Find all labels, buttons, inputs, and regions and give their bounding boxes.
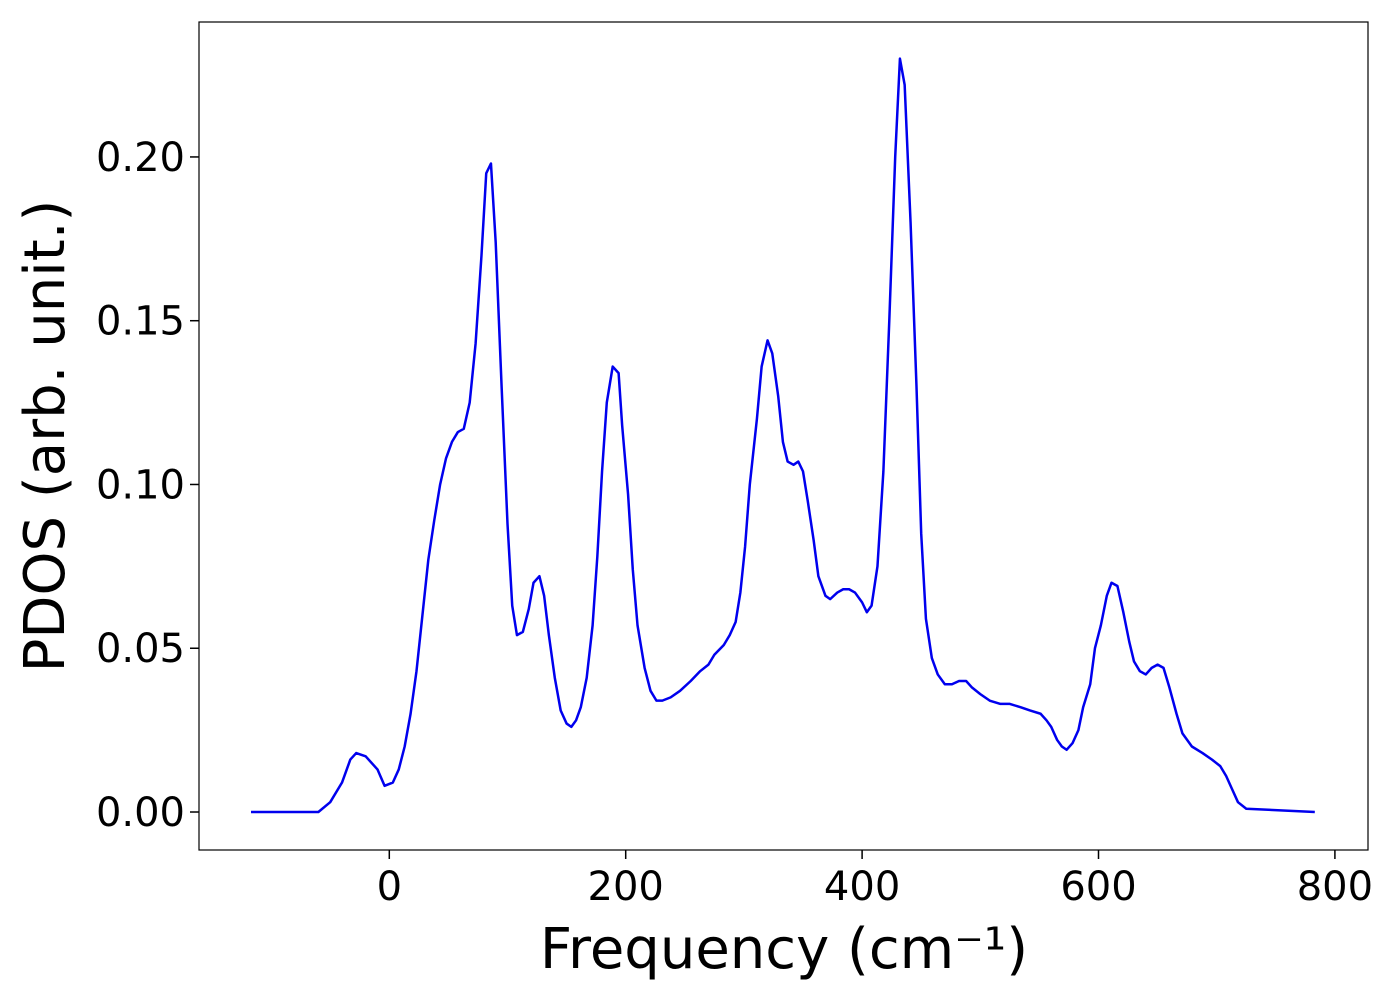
plot-frame (198, 21, 1369, 851)
x-tick-label: 200 (588, 864, 664, 910)
y-tick-label: 0.10 (96, 462, 185, 508)
x-tick-label: 600 (1060, 864, 1136, 910)
x-tick-label: 800 (1297, 864, 1373, 910)
x-tick-label: 400 (824, 864, 900, 910)
y-axis-label: PDOS (arb. unit.) (13, 200, 78, 673)
pdos-line (251, 57, 1315, 814)
y-tick-label: 0.15 (96, 299, 185, 345)
y-tick-label: 0.05 (96, 626, 185, 672)
y-tick-label: 0.20 (96, 135, 185, 181)
x-axis-label: Frequency (cm⁻¹) (540, 917, 1028, 982)
y-tick-label: 0.00 (96, 790, 185, 836)
x-tick-label: 0 (377, 864, 402, 910)
